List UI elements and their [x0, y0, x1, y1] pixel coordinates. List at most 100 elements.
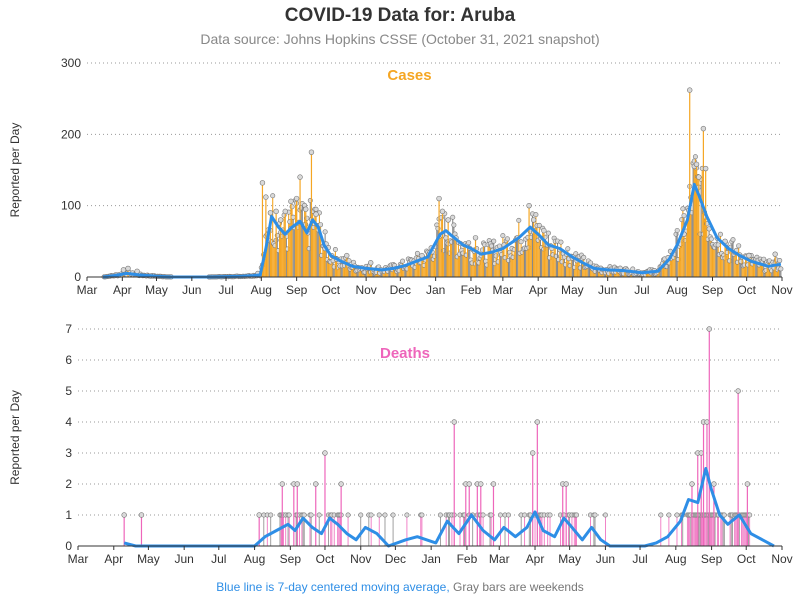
deaths-x-tick-label: Jun [596, 552, 615, 566]
cases-daily-point [708, 236, 714, 242]
deaths-y-tick-label: 6 [65, 353, 72, 367]
cases-peak-point [344, 252, 350, 259]
cases-daily-point [450, 214, 456, 220]
cases-x-tick-label: Apr [113, 283, 132, 297]
deaths-peak-point [279, 481, 285, 487]
cases-peak-point [693, 161, 700, 167]
cases-peak-point [439, 208, 446, 215]
deaths-peak-point [466, 481, 472, 487]
deaths-peak-point [138, 512, 145, 518]
deaths-x-tick-label: Sep [701, 552, 723, 566]
deaths-daily-point [721, 512, 727, 518]
deaths-peak-point [735, 388, 741, 394]
cases-x-tick-label: Jun [598, 283, 617, 297]
cases-peak-point [293, 195, 300, 202]
cases-y-tick-label: 100 [61, 199, 81, 213]
cases-x-tick-label: Jul [634, 283, 649, 297]
cases-daily-point [518, 239, 524, 245]
deaths-y-tick-label: 1 [65, 508, 72, 522]
cases-x-tick-label: Nov [771, 283, 792, 297]
cases-x-tick-label: May [145, 283, 168, 297]
deaths-daily-point [301, 512, 307, 518]
deaths-x-tick-label: Oct [737, 552, 756, 566]
cases-daily-point [558, 239, 564, 245]
deaths-daily-point [674, 512, 680, 518]
deaths-peak-point [121, 512, 127, 518]
deaths-daily-point [316, 512, 322, 518]
cases-peak-point [267, 210, 274, 216]
deaths-peak-point [322, 450, 328, 456]
deaths-x-tick-label: May [558, 552, 581, 566]
cases-peak-point [120, 267, 127, 273]
cases-x-tick-label: Jul [218, 283, 233, 297]
deaths-x-tick-label: Oct [316, 552, 335, 566]
deaths-daily-point [404, 512, 410, 518]
deaths-x-tick-label: Jul [632, 552, 647, 566]
cases-daily-point [730, 237, 736, 243]
deaths-daily-point [308, 512, 314, 518]
cases-x-tick-label: Feb [461, 283, 482, 297]
cases-daily-point [717, 231, 723, 237]
deaths-daily-point [382, 512, 388, 518]
cases-peak-point [134, 268, 140, 274]
deaths-peak-point [744, 481, 751, 487]
cases-daily-point [504, 236, 510, 242]
cases-daily-point [516, 217, 522, 223]
deaths-x-tick-label: Jul [211, 552, 226, 566]
deaths-daily-point [747, 512, 753, 518]
deaths-daily-point [488, 512, 494, 518]
cases-daily-point [414, 250, 420, 256]
cases-daily-point [346, 258, 352, 264]
cases-x-tick-label: Aug [251, 283, 272, 297]
deaths-peak-point [704, 419, 710, 425]
deaths-peak-point [313, 481, 319, 487]
deaths-x-tick-label: May [137, 552, 160, 566]
deaths-panel: 0 1 2 3 4 5 6 7 Reported per Day Deaths Mar Apr May J… [8, 322, 793, 566]
deaths-daily-point [666, 512, 672, 518]
cases-peak-point [313, 211, 319, 217]
deaths-daily-point [419, 512, 425, 518]
deaths-daily-point [437, 512, 443, 518]
deaths-daily-point [522, 512, 528, 518]
page-subtitle: Data source: Johns Hopkins CSSE (October… [200, 31, 600, 47]
cases-daily-point [736, 243, 742, 249]
cases-peak-point [288, 198, 294, 205]
cases-peak-point [541, 227, 547, 234]
cases-daily-point [680, 206, 686, 212]
cases-daily-point [565, 246, 571, 252]
deaths-x-tick-label: Apr [104, 552, 123, 566]
cases-daily-point [400, 258, 406, 264]
deaths-peak-point [563, 481, 569, 487]
cases-peak-point [696, 174, 702, 180]
cases-daily-point [466, 240, 472, 246]
deaths-daily-point [574, 512, 580, 518]
deaths-x-tick-label: Nov [771, 552, 792, 566]
cases-y-axis-label: Reported per Day [8, 123, 22, 218]
cases-peak-point [445, 217, 451, 223]
cases-daily-point [761, 256, 767, 262]
cases-daily-point [318, 222, 324, 228]
cases-peak-point [277, 217, 284, 223]
footer-note: Blue line is 7-day centered moving avera… [0, 580, 800, 594]
cases-x-tick-label: Mar [493, 283, 514, 297]
deaths-daily-point [602, 512, 608, 518]
deaths-daily-point [286, 512, 292, 518]
cases-x-tick-label: Nov [355, 283, 376, 297]
deaths-peak-point [706, 326, 712, 332]
cases-daily-point [443, 235, 449, 241]
deaths-peak-point [698, 450, 704, 456]
cases-peak-point [367, 260, 374, 266]
deaths-peak-point [534, 419, 541, 425]
cases-peak-point [472, 235, 479, 241]
cases-y-tick-label: 200 [61, 127, 81, 141]
deaths-y-tick-label: 7 [65, 322, 72, 336]
cases-daily-point [681, 213, 687, 219]
cases-daily-point [545, 230, 551, 236]
deaths-peak-point [689, 481, 695, 487]
footer-moving-average-note: Blue line is 7-day centered moving avera… [216, 580, 450, 594]
cases-daily-point [491, 238, 497, 244]
cases-daily-point [581, 254, 587, 260]
deaths-daily-point [505, 512, 511, 518]
cases-daily-point [692, 154, 698, 160]
